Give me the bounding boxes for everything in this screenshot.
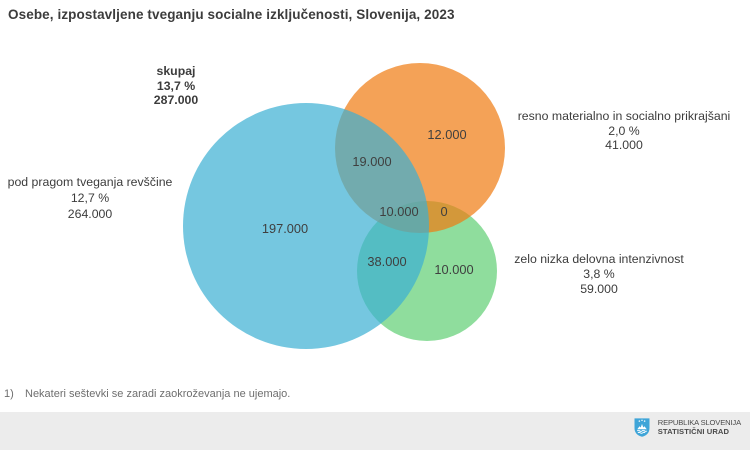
footer-org-line1: REPUBLIKA SLOVENIJA [657, 417, 741, 427]
label-poverty-risk: pod pragom tveganja revščine 12,7 % 264.… [8, 174, 173, 222]
chart-title: Osebe, izpostavljene tveganju socialne i… [8, 7, 455, 22]
region-value-deprivation-only: 12.000 [427, 127, 466, 142]
label-poverty-name: pod pragom tveganja revščine [7, 175, 173, 189]
region-value-deprivation-and-low-work: 0 [440, 204, 447, 219]
label-low-work-intensity: zelo nizka delovna intenzivnost 3,8 % 59… [514, 252, 684, 297]
region-value-low-work-only: 10.000 [434, 262, 473, 277]
region-value-poverty-only: 197.000 [262, 221, 308, 236]
label-total-percent: 13,7 % [156, 78, 196, 93]
region-value-all-three: 10.000 [379, 204, 418, 219]
label-poverty-value: 264.000 [67, 207, 113, 221]
label-low-work-value: 59.000 [580, 282, 618, 296]
venn-circle-poverty-risk [183, 103, 429, 349]
footnote-text: Nekateri seštevki se zaradi zaokroževanj… [25, 388, 291, 400]
label-material-deprivation: resno materialno in socialno prikrajšani… [518, 109, 731, 153]
label-low-work-name: zelo nizka delovna intenzivnost [514, 252, 684, 266]
footer-org-text: REPUBLIKA SLOVENIJA STATISTIČNI URAD [657, 417, 741, 436]
footnote: 1) Nekateri seštevki se zaradi zaokrožev… [4, 388, 290, 400]
footer-bar: REPUBLIKA SLOVENIJA STATISTIČNI URAD [0, 412, 750, 450]
footer-org-line2: STATISTIČNI URAD [657, 426, 730, 436]
label-deprivation-value: 41.000 [605, 138, 643, 152]
label-deprivation-percent: 2,0 % [608, 123, 640, 138]
label-poverty-percent: 12,7 % [70, 191, 110, 205]
slovenia-shield-icon [634, 418, 650, 437]
footnote-marker: 1) [4, 388, 14, 400]
region-value-poverty-and-low-work: 38.000 [367, 254, 406, 269]
label-total-value: 287.000 [153, 93, 199, 107]
footer-logo: REPUBLIKA SLOVENIJA STATISTIČNI URAD [634, 418, 741, 437]
label-low-work-percent: 3,8 % [583, 267, 615, 281]
region-value-poverty-and-deprivation: 19.000 [352, 154, 391, 169]
label-total-name: skupaj [156, 64, 196, 78]
label-deprivation-name: resno materialno in socialno prikrajšani [517, 109, 731, 123]
label-total: skupaj 13,7 % 287.000 [154, 64, 198, 108]
venn-diagram: 197.000 19.000 12.000 10.000 0 38.000 10… [183, 63, 505, 349]
